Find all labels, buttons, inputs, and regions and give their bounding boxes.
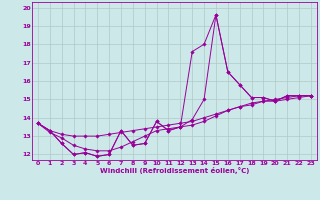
X-axis label: Windchill (Refroidissement éolien,°C): Windchill (Refroidissement éolien,°C) — [100, 167, 249, 174]
